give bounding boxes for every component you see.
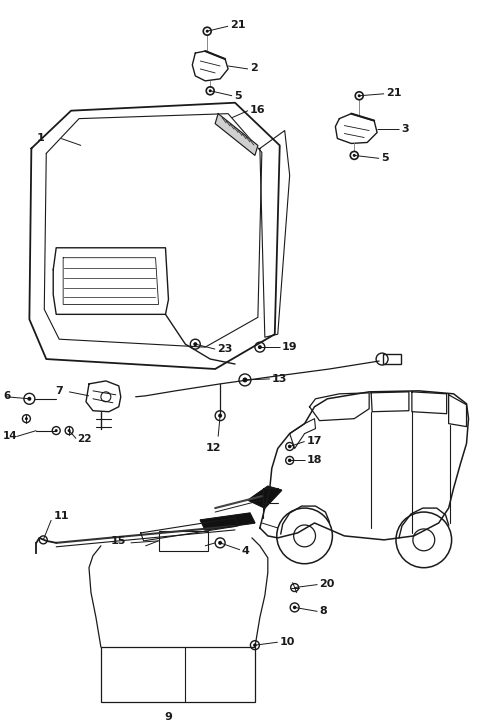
Text: 15: 15: [111, 536, 126, 546]
Text: 23: 23: [217, 344, 232, 354]
Text: 2: 2: [250, 63, 258, 73]
Bar: [383, 354, 401, 364]
Circle shape: [242, 377, 248, 382]
Text: 21: 21: [230, 20, 246, 30]
Text: 9: 9: [165, 712, 172, 722]
Circle shape: [288, 445, 291, 448]
Text: 3: 3: [401, 124, 408, 133]
Text: 6: 6: [3, 391, 11, 401]
Text: 7: 7: [55, 386, 63, 396]
Circle shape: [206, 30, 209, 33]
Text: 19: 19: [282, 342, 297, 352]
Polygon shape: [200, 513, 255, 530]
Circle shape: [358, 94, 360, 97]
Text: 1: 1: [36, 133, 44, 143]
Text: 18: 18: [307, 455, 322, 466]
Circle shape: [209, 89, 212, 92]
Circle shape: [27, 397, 31, 401]
Circle shape: [293, 606, 297, 609]
Text: 4: 4: [242, 546, 250, 556]
Text: 12: 12: [205, 444, 221, 453]
Text: 22: 22: [77, 434, 92, 444]
Bar: [158, 531, 208, 551]
Text: 16: 16: [250, 105, 265, 114]
Text: 17: 17: [307, 436, 322, 445]
Circle shape: [68, 429, 71, 432]
Text: 14: 14: [2, 431, 17, 440]
Circle shape: [218, 541, 222, 545]
Circle shape: [258, 345, 262, 349]
Circle shape: [218, 413, 222, 418]
Text: 13: 13: [272, 374, 287, 384]
Circle shape: [55, 429, 58, 432]
Text: 10: 10: [280, 637, 295, 647]
Circle shape: [288, 458, 291, 462]
Circle shape: [253, 644, 257, 647]
Text: 11: 11: [53, 511, 69, 521]
Text: 5: 5: [234, 90, 241, 101]
Polygon shape: [215, 114, 258, 156]
Circle shape: [193, 342, 197, 346]
Text: 20: 20: [320, 578, 335, 589]
Bar: [101, 647, 255, 702]
Text: 5: 5: [381, 153, 389, 164]
Circle shape: [353, 154, 356, 157]
Text: 21: 21: [386, 88, 402, 98]
Polygon shape: [248, 487, 282, 508]
Text: 8: 8: [320, 607, 327, 616]
Circle shape: [25, 417, 28, 420]
